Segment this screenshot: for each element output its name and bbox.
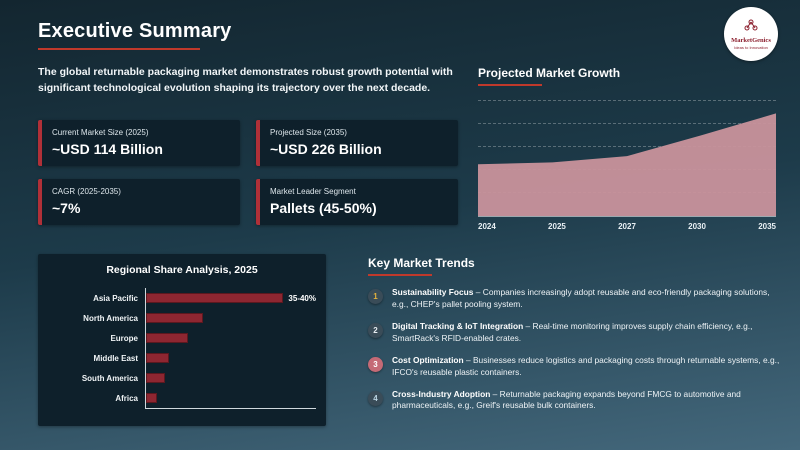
trend-item: 3 Cost Optimization – Businesses reduce … (368, 355, 780, 379)
trend-number-badge: 3 (368, 356, 383, 372)
category-label: South America (81, 373, 138, 383)
bar-value-label: 35-40% (288, 293, 316, 303)
trend-name: Digital Tracking & IoT Integration (392, 320, 524, 331)
trend-item: 2 Digital Tracking & IoT Integration – R… (368, 321, 780, 345)
category-label: Africa (115, 393, 138, 403)
trend-desc: – Companies increasingly adopt reusable … (392, 287, 770, 309)
growth-area-chart (478, 98, 776, 217)
regional-chart-title: Regional Share Analysis, 2025 (106, 264, 258, 276)
trend-number-badge: 4 (368, 390, 383, 406)
growth-chart-title: Projected Market Growth (478, 66, 621, 80)
stat-value: Pallets (45-50%) (270, 200, 377, 216)
title-underline (38, 48, 200, 50)
intro-text: The global returnable packaging market d… (38, 66, 453, 95)
gridline (478, 146, 776, 147)
bar (146, 373, 165, 383)
x-axis-line (145, 408, 316, 409)
trend-name: Cross-Industry Adoption (392, 388, 491, 399)
stat-value: ~7% (52, 200, 81, 216)
trend-text: Cost Optimization – Businesses reduce lo… (392, 355, 780, 379)
stat-label: Current Market Size (2025) (52, 128, 149, 137)
stat-label: Projected Size (2035) (270, 128, 347, 137)
trend-text: Sustainability Focus – Companies increas… (392, 287, 780, 311)
trend-desc: – Returnable packaging expands beyond FM… (392, 388, 741, 411)
stat-card-projected-size: Projected Size (2035) ~USD 226 Billion (256, 120, 458, 166)
logo-tagline: Ideas to Innovation (734, 45, 768, 50)
logo-name: MarketGenics (731, 37, 771, 44)
company-logo: MarketGenics Ideas to Innovation (724, 7, 778, 61)
bar (146, 393, 158, 403)
bar-row: North America (48, 308, 316, 328)
x-axis-label: 2035 (758, 222, 776, 231)
trend-name: Sustainability Focus (392, 287, 474, 297)
bar (146, 333, 188, 343)
trend-number-badge: 2 (368, 322, 383, 338)
projected-market-growth-panel: Projected Market Growth 2024 2025 2027 2… (478, 66, 776, 231)
stat-label: Market Leader Segment (270, 187, 356, 196)
trend-list: 1 Sustainability Focus – Companies incre… (368, 287, 780, 412)
growth-title-underline (478, 84, 542, 86)
bar-row: Middle East (48, 348, 316, 368)
bar (146, 353, 169, 363)
bar-row: Asia Pacific 35-40% (48, 288, 316, 308)
key-market-trends-section: Key Market Trends 1 Sustainability Focus… (368, 256, 780, 422)
stat-card-market-leader: Market Leader Segment Pallets (45-50%) (256, 179, 458, 225)
x-axis-label: 2027 (618, 222, 636, 231)
trend-item: 4 Cross-Industry Adoption – Returnable p… (368, 389, 780, 413)
bar (146, 313, 203, 323)
category-label: Asia Pacific (93, 293, 138, 303)
category-label: Middle East (93, 353, 138, 363)
growth-x-axis: 2024 2025 2027 2030 2035 (478, 222, 776, 231)
gridline (478, 100, 776, 101)
bar-row: Europe (48, 328, 316, 348)
trend-desc: – Real-time monitoring improves supply c… (392, 320, 753, 343)
trends-title-underline (368, 274, 432, 276)
bar-row: South America (48, 368, 316, 388)
trend-text: Digital Tracking & IoT Integration – Rea… (392, 321, 780, 345)
trends-title: Key Market Trends (368, 256, 475, 270)
category-label: North America (83, 313, 138, 323)
trend-item: 1 Sustainability Focus – Companies incre… (368, 287, 780, 311)
stat-label: CAGR (2025-2035) (52, 187, 121, 196)
stat-card-cagr: CAGR (2025-2035) ~7% (38, 179, 240, 225)
x-axis-label: 2025 (548, 222, 566, 231)
x-axis-label: 2024 (478, 222, 496, 231)
trend-name: Cost Optimization (392, 354, 464, 365)
stat-value: ~USD 114 Billion (52, 141, 163, 157)
stat-card-current-market-size: Current Market Size (2025) ~USD 114 Bill… (38, 120, 240, 166)
regional-share-panel: Regional Share Analysis, 2025 Asia Pacif… (38, 254, 326, 426)
gridline (478, 123, 776, 124)
trend-text: Cross-Industry Adoption – Returnable pac… (392, 389, 780, 413)
category-label: Europe (110, 333, 138, 343)
trend-number-badge: 1 (368, 289, 383, 304)
x-axis-label: 2030 (688, 222, 706, 231)
molecule-icon (744, 18, 758, 36)
page-title: Executive Summary (38, 20, 232, 42)
regional-bar-chart: Asia Pacific 35-40% North America Europe… (48, 288, 316, 409)
growth-area-svg (478, 113, 776, 216)
growth-area (478, 113, 776, 216)
trend-desc: – Businesses reduce logistics and packag… (392, 354, 780, 377)
bar-row: Africa (48, 388, 316, 408)
stat-cards: Current Market Size (2025) ~USD 114 Bill… (38, 120, 458, 225)
stat-value: ~USD 226 Billion (270, 141, 382, 157)
bar (146, 293, 284, 303)
